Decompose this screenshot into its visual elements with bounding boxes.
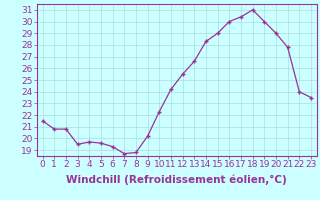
X-axis label: Windchill (Refroidissement éolien,°C): Windchill (Refroidissement éolien,°C) [67,175,287,185]
